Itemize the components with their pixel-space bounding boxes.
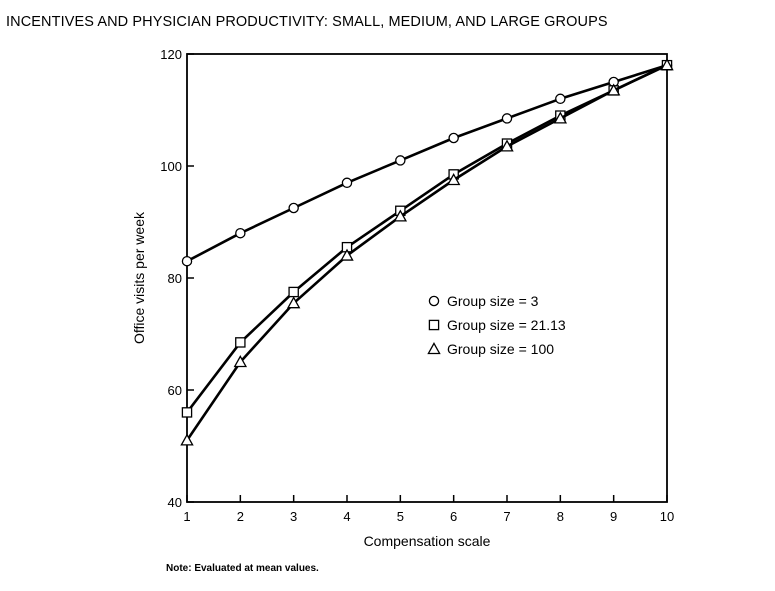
- series-line: [186, 63, 668, 263]
- x-tick-label: 6: [450, 509, 457, 524]
- series-1: [181, 59, 673, 267]
- series-2: [181, 59, 673, 418]
- data-point-square: [181, 407, 193, 418]
- y-tick-label: 60: [168, 383, 182, 398]
- data-point-circle: [235, 227, 246, 239]
- x-tick-label: 2: [237, 509, 244, 524]
- data-point-circle: [395, 155, 406, 166]
- x-tick-label: 8: [557, 509, 564, 524]
- data-point-triangle: [286, 296, 301, 309]
- data-point-circle: [341, 177, 353, 189]
- data-point-square: [288, 286, 299, 298]
- data-point-triangle: [660, 58, 674, 71]
- y-tick-label: 100: [160, 159, 182, 174]
- x-tick-label: 5: [397, 509, 404, 524]
- legend-marker-triangle: [427, 342, 441, 355]
- x-tick-label: 1: [183, 509, 190, 524]
- data-point-triangle: [500, 139, 514, 152]
- x-tick-label: 9: [610, 509, 617, 524]
- data-point-triangle: [393, 209, 408, 222]
- series-line: [185, 64, 668, 442]
- x-tick-label: 4: [343, 509, 350, 524]
- legend-label: Group size = 21.13: [447, 317, 566, 333]
- y-tick-label: 120: [160, 47, 182, 62]
- data-point-triangle: [446, 173, 461, 186]
- legend-marker-circle: [428, 295, 440, 307]
- x-tick-label: 3: [290, 509, 297, 524]
- x-tick-label: 7: [503, 509, 510, 524]
- series-line: [185, 64, 668, 414]
- data-point-triangle: [553, 111, 568, 124]
- y-tick-label: 40: [168, 495, 182, 510]
- legend: Group size = 3 Group size = 21.13 Group si…: [427, 293, 566, 357]
- axes: 1 2 3 4 5 6 7 8 9 10 40 60 80 100 120 Compensation scal…: [131, 47, 674, 549]
- data-point-triangle: [233, 355, 248, 368]
- y-axis-title: Office visits per week: [131, 211, 147, 344]
- series-lines: [180, 58, 674, 446]
- x-tick-label: 10: [660, 509, 674, 524]
- plot-frame: [186, 53, 668, 503]
- data-point-circle: [181, 255, 193, 267]
- data-point-circle: [555, 93, 566, 105]
- chart-note: Note: Evaluated at mean values.: [166, 563, 319, 574]
- data-point-triangle: [340, 248, 354, 261]
- data-point-circle: [288, 202, 299, 214]
- data-point-circle: [448, 132, 459, 144]
- legend-label: Group size = 3: [447, 293, 539, 309]
- x-axis-title: Compensation scale: [364, 533, 491, 549]
- legend-label: Group size = 100: [447, 341, 554, 357]
- data-point-triangle: [180, 433, 194, 446]
- data-point-square: [235, 337, 246, 348]
- data-point-circle: [501, 113, 513, 124]
- chart-title: INCENTIVES AND PHYSICIAN PRODUCTIVITY: S…: [6, 14, 608, 30]
- data-point-triangle: [606, 83, 621, 96]
- y-tick-label: 80: [168, 271, 182, 286]
- series-3: [180, 58, 674, 446]
- legend-marker-square: [428, 319, 440, 331]
